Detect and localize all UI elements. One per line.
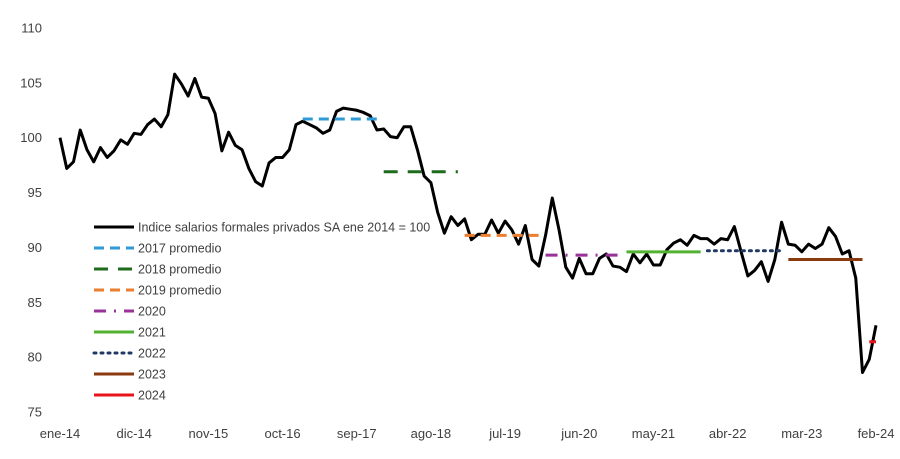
x-tick-label: feb-24: [858, 426, 895, 441]
y-tick-label: 95: [28, 185, 42, 200]
legend-label: 2023: [138, 368, 166, 382]
x-tick-label: sep-17: [337, 426, 377, 441]
series-line-main: [58, 72, 878, 374]
legend-label: 2022: [138, 347, 166, 361]
legend-label: 2020: [138, 305, 166, 319]
y-tick-label: 110: [21, 21, 42, 36]
plot-area: [58, 72, 878, 374]
legend-label: 2019 promedio: [138, 284, 221, 298]
legend-label: 2017 promedio: [138, 242, 221, 256]
y-tick-label: 100: [20, 130, 42, 145]
y-tick-label: 80: [28, 350, 42, 365]
y-tick-label: 105: [20, 75, 42, 90]
legend-label: 2018 promedio: [138, 263, 221, 277]
x-tick-label: may-21: [632, 426, 675, 441]
y-tick-label: 85: [28, 295, 42, 310]
legend-label: 2024: [138, 389, 166, 403]
x-tick-label: dic-14: [116, 426, 151, 441]
x-tick-label: jun-20: [560, 426, 597, 441]
x-tick-label: nov-15: [188, 426, 228, 441]
x-tick-label: jul-19: [488, 426, 521, 441]
x-axis: ene-14 dic-14 nov-15 oct-16 sep-17 ago-18 jul-…: [40, 426, 895, 441]
y-axis: 75 80 85 90 95 100 105 110: [20, 21, 42, 420]
x-tick-label: mar-23: [781, 426, 822, 441]
legend: Indice salarios formales privados SA ene…: [92, 221, 430, 403]
x-tick-label: ago-18: [411, 426, 451, 441]
legend-label: Indice salarios formales privados SA ene…: [138, 221, 430, 235]
y-tick-label: 90: [28, 240, 42, 255]
y-tick-label: 75: [28, 405, 42, 420]
x-tick-label: oct-16: [264, 426, 300, 441]
legend-label: 2021: [138, 326, 166, 340]
x-tick-label: ene-14: [40, 426, 80, 441]
x-tick-label: abr-22: [709, 426, 747, 441]
